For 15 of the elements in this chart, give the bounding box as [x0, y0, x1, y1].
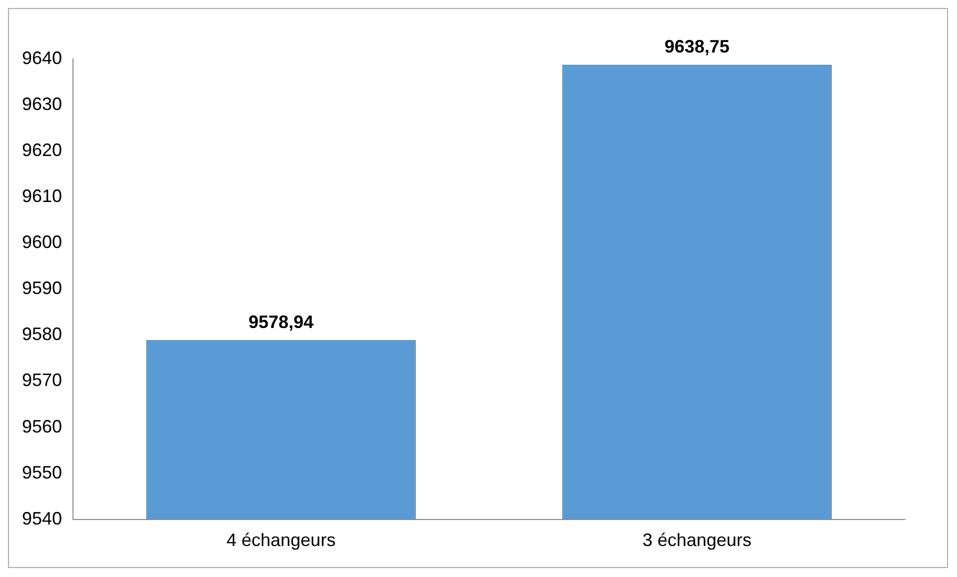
y-tick-label: 9570	[22, 370, 62, 390]
y-tick-label: 9560	[22, 416, 62, 436]
y-tick-label: 9540	[22, 508, 62, 528]
data-label: 9638,75	[664, 36, 730, 57]
data-label: 9578,94	[248, 312, 314, 332]
y-tick-label: 9590	[22, 278, 62, 298]
x-tick-label: 3 échangeurs	[642, 530, 752, 550]
y-tick-label: 9630	[22, 94, 62, 114]
x-tick-label: 4 échangeurs	[226, 530, 336, 550]
y-tick-label: 9610	[22, 186, 62, 206]
y-tick-label: 9640	[22, 48, 62, 68]
y-tick-label: 9620	[22, 140, 62, 160]
y-tick-label: 9580	[22, 324, 62, 344]
y-tick-label: 9600	[22, 232, 62, 252]
y-tick-label: 9550	[22, 462, 62, 482]
